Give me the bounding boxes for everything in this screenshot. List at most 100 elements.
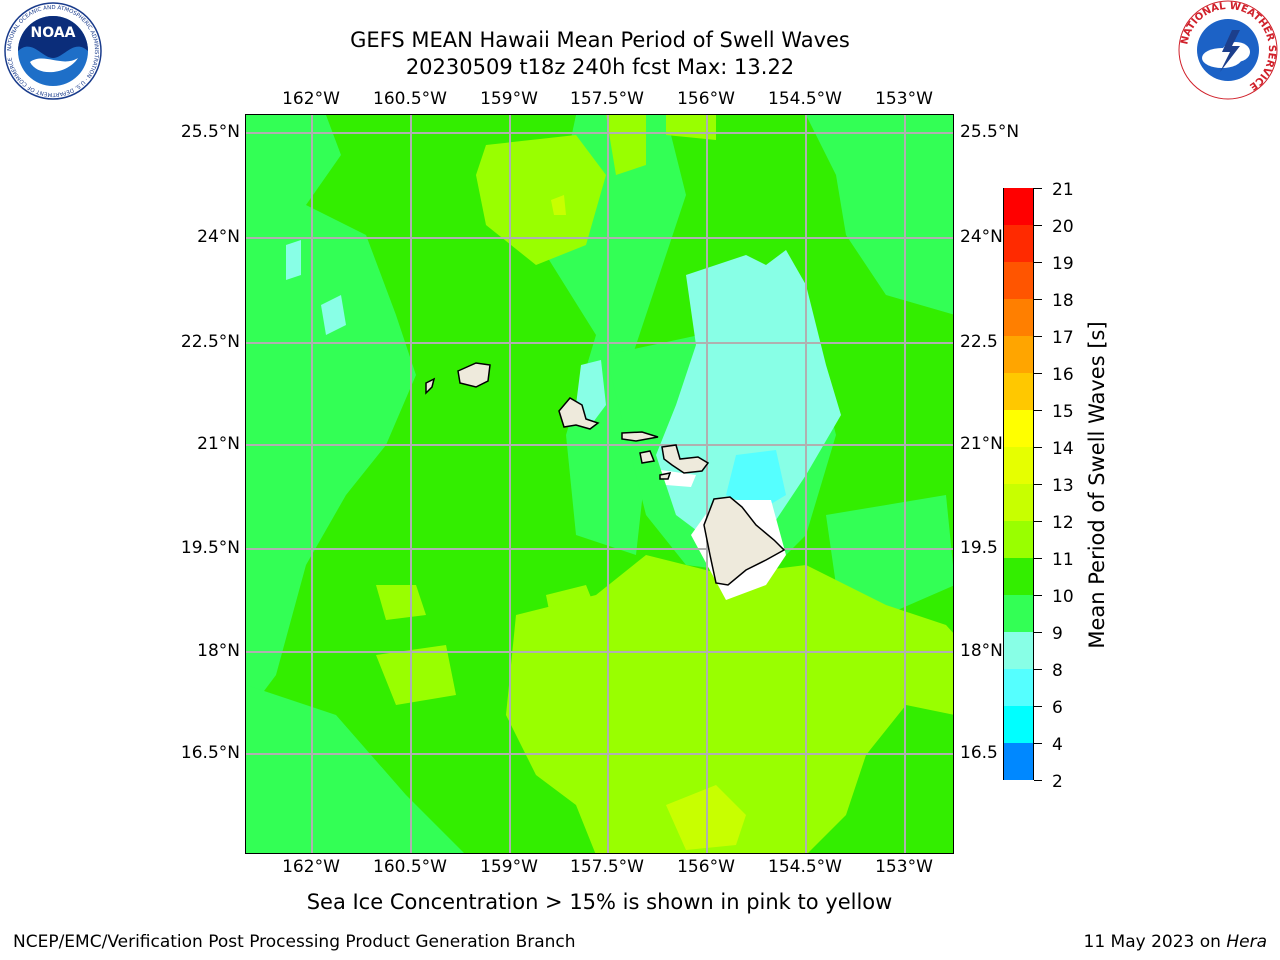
lon-label-top: 159°W <box>480 89 538 109</box>
colorbar-tick-mark <box>1034 188 1042 189</box>
swell-contour-10-11 <box>826 495 953 615</box>
lat-label-right: 24°N <box>960 227 1003 247</box>
noaa-logo-text: NOAA <box>31 25 76 41</box>
colorbar-segment <box>1004 631 1033 669</box>
swell-contour-10-11 <box>806 115 953 315</box>
footer-date: 11 May 2023 on Hera <box>1084 932 1268 952</box>
colorbar-tick-mark <box>1034 632 1042 633</box>
swell-contour-12-13 <box>376 585 426 620</box>
colorbar-tick-mark <box>1034 743 1042 744</box>
map-gridlines <box>246 115 953 853</box>
colorbar-tick-mark <box>1034 558 1042 559</box>
colorbar-tick-mark <box>1034 299 1042 300</box>
colorbar-tick-label: 21 <box>1052 180 1074 200</box>
colorbar-segment <box>1004 483 1033 521</box>
lat-label-left: 24°N <box>197 227 240 247</box>
colorbar-segment <box>1004 705 1033 743</box>
swell-contour-9-10 <box>321 295 346 335</box>
lat-label-right: 18°N <box>960 641 1003 661</box>
lon-label-bottom: 153°W <box>875 857 933 877</box>
colorbar-segment <box>1004 187 1033 225</box>
colorbar-tick-mark <box>1034 595 1042 596</box>
colorbar-tick-mark <box>1034 484 1042 485</box>
footer-host: Hera <box>1226 932 1267 952</box>
swell-contour-12-13 <box>476 135 606 265</box>
colorbar-tick-label: 20 <box>1052 217 1074 237</box>
island-niihau <box>425 377 436 395</box>
colorbar-tick-mark <box>1034 373 1042 374</box>
swell-contour-10-11 <box>246 685 464 853</box>
colorbar-tick-label: 9 <box>1052 624 1063 644</box>
colorbar-tick-mark <box>1034 706 1042 707</box>
lon-label-top: 156°W <box>677 89 735 109</box>
noaa-logo: NATIONAL OCEANIC AND ATMOSPHERIC ADMINIS… <box>4 2 102 100</box>
colorbar-segment <box>1004 668 1033 706</box>
colorbar-segment <box>1004 224 1033 262</box>
lon-label-bottom: 162°W <box>282 857 340 877</box>
colorbar-tick-mark <box>1034 410 1042 411</box>
colorbar-segment <box>1004 335 1033 373</box>
swell-period-map <box>246 115 953 853</box>
colorbar-tick-mark <box>1034 447 1042 448</box>
colorbar-tick-label: 8 <box>1052 661 1063 681</box>
colorbar-tick-label: 18 <box>1052 291 1074 311</box>
colorbar <box>1003 187 1034 780</box>
lat-label-left: 21°N <box>197 434 240 454</box>
island-maui <box>661 444 710 474</box>
nws-logo: NATIONAL WEATHER SERVICE <box>1178 0 1278 100</box>
swell-contour-12-13 <box>376 645 456 705</box>
lat-label-left: 18°N <box>197 641 240 661</box>
lon-label-top: 153°W <box>875 89 933 109</box>
lon-label-top: 162°W <box>282 89 340 109</box>
colorbar-tick-mark <box>1034 262 1042 263</box>
lon-label-bottom: 154.5°W <box>768 857 842 877</box>
lat-label-left: 19.5°N <box>180 538 240 558</box>
lat-label-left: 22.5°N <box>180 332 240 352</box>
colorbar-tick-label: 13 <box>1052 476 1074 496</box>
swell-contour-8-9 <box>726 450 786 510</box>
island-molokai <box>621 431 659 442</box>
lon-label-bottom: 159°W <box>480 857 538 877</box>
colorbar-tick-label: 17 <box>1052 328 1074 348</box>
colorbar-segment <box>1004 594 1033 632</box>
swell-contour-12-13 <box>606 115 646 175</box>
island-oahu <box>558 397 600 430</box>
chart-title: GEFS MEAN Hawaii Mean Period of Swell Wa… <box>350 28 850 52</box>
colorbar-tick-mark <box>1034 780 1042 781</box>
lat-label-right: 16.5 <box>960 743 998 763</box>
colorbar-segment <box>1004 446 1033 484</box>
colorbar-segment <box>1004 261 1033 299</box>
island-kauai <box>457 362 491 388</box>
lat-label-left: 16.5°N <box>180 743 240 763</box>
colorbar-tick-mark <box>1034 336 1042 337</box>
lat-label-left: 25.5°N <box>180 122 240 142</box>
lon-label-bottom: 160.5°W <box>373 857 447 877</box>
colorbar-segment <box>1004 557 1033 595</box>
swell-contour-12-13 <box>506 555 953 853</box>
sea-ice-note: Sea Ice Concentration > 15% is shown in … <box>306 890 893 914</box>
swell-contour-9-10 <box>286 240 301 280</box>
swell-contour-13-14 <box>551 195 566 215</box>
chart-subtitle: 20230509 t18z 240h fcst Max: 13.22 <box>405 55 795 79</box>
colorbar-segment <box>1004 409 1033 447</box>
colorbar-tick-label: 14 <box>1052 439 1074 459</box>
footer-credit: NCEP/EMC/Verification Post Processing Pr… <box>13 932 576 952</box>
colorbar-tick-label: 16 <box>1052 365 1074 385</box>
colorbar-tick-label: 2 <box>1052 772 1063 792</box>
lat-label-right: 22.5 <box>960 332 998 352</box>
colorbar-segment <box>1004 372 1033 410</box>
lat-label-right: 21°N <box>960 434 1003 454</box>
lon-label-top: 160.5°W <box>373 89 447 109</box>
colorbar-label: Mean Period of Swell Waves [s] <box>1085 321 1109 649</box>
colorbar-segment <box>1004 520 1033 558</box>
lon-label-top: 157.5°W <box>570 89 644 109</box>
footer-date-text: 11 May 2023 on <box>1083 932 1227 952</box>
island-lanai <box>639 450 656 464</box>
colorbar-segment <box>1004 298 1033 336</box>
island-hawaii <box>703 496 786 586</box>
colorbar-tick-label: 12 <box>1052 513 1074 533</box>
colorbar-tick-mark <box>1034 225 1042 226</box>
colorbar-segment <box>1004 742 1033 780</box>
colorbar-tick-label: 19 <box>1052 254 1074 274</box>
lat-label-right: 25.5°N <box>960 122 1020 142</box>
